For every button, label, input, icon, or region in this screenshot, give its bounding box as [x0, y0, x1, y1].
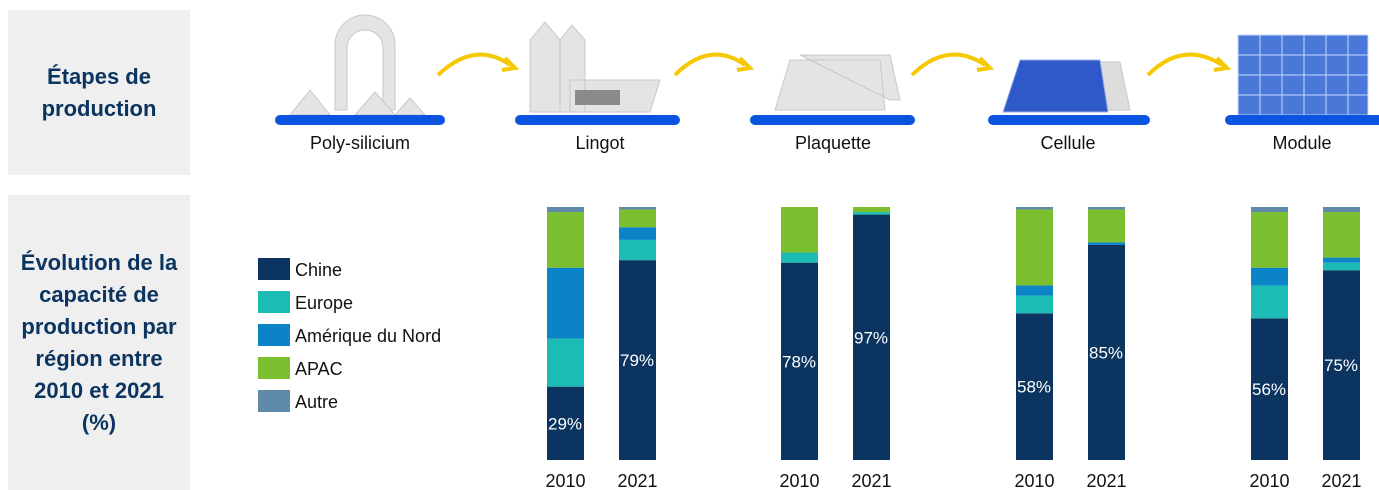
icon: [290, 90, 425, 115]
arrow: [675, 55, 745, 75]
icon: [335, 15, 395, 110]
legend-label: Chine: [295, 260, 342, 280]
x-tick-label: 2021: [617, 471, 657, 490]
bar-segment: [1088, 242, 1125, 245]
chart: Poly-silicium Lingot Plaquette Cellule Modul…: [0, 0, 1379, 490]
bar-segment: [1016, 207, 1053, 210]
bar-segment: [547, 339, 584, 387]
icon: [775, 55, 900, 110]
platform: [1225, 115, 1379, 125]
bar-segment: [781, 253, 818, 263]
legend-swatch: [258, 258, 290, 280]
platform: [750, 115, 915, 125]
bar-segment: [547, 207, 584, 212]
bar-segment: [853, 212, 890, 215]
platform: [988, 115, 1150, 125]
legend-label: Europe: [295, 293, 353, 313]
bar-segment: [547, 212, 584, 268]
arrow: [912, 55, 985, 75]
legend-swatch: [258, 291, 290, 313]
bar-segment: [1088, 207, 1125, 210]
bar-segment: [1251, 268, 1288, 286]
data-label: 75%: [1324, 356, 1358, 375]
bar-segment: [1251, 207, 1288, 212]
stage-label: Lingot: [575, 133, 624, 153]
legend-swatch: [258, 390, 290, 412]
data-label: 97%: [854, 328, 888, 347]
bar-segment: [1016, 296, 1053, 314]
x-tick-label: 2021: [1321, 471, 1361, 490]
bar-segment: [1323, 212, 1360, 258]
stage-label: Plaquette: [795, 133, 871, 153]
legend-swatch: [258, 357, 290, 379]
data-label: 56%: [1252, 380, 1286, 399]
bar-segment: [853, 207, 890, 212]
bar-segment: [1088, 210, 1125, 243]
bar-segment: [619, 240, 656, 260]
data-label: 78%: [782, 352, 816, 371]
data-label: 58%: [1017, 378, 1051, 397]
legend-label: Autre: [295, 392, 338, 412]
legend-label: Amérique du Nord: [295, 326, 441, 346]
platforms: [275, 115, 1379, 125]
x-tick-label: 2010: [1249, 471, 1289, 490]
x-tick-label: 2021: [851, 471, 891, 490]
bar-segment: [1016, 285, 1053, 295]
icon: [1003, 60, 1108, 112]
x-tick-label: 2010: [1014, 471, 1054, 490]
data-label: 29%: [548, 414, 582, 433]
x-tick-label: 2021: [1086, 471, 1126, 490]
bar-segment: [547, 268, 584, 339]
bar-segment: [619, 207, 656, 210]
stage-label: Poly-silicium: [310, 133, 410, 153]
bar-segment: [1251, 212, 1288, 268]
legend-swatch: [258, 324, 290, 346]
bar-segment: [781, 207, 818, 253]
stage-label: Cellule: [1040, 133, 1095, 153]
page: Étapes de production Évolution de la cap…: [0, 0, 1379, 490]
x-tick-label: 2010: [779, 471, 819, 490]
bar-segment: [1016, 210, 1053, 286]
icon: [575, 90, 620, 105]
bar-segment: [1251, 285, 1288, 318]
arrow: [438, 55, 510, 75]
data-label: 85%: [1089, 343, 1123, 362]
data-label: 79%: [620, 351, 654, 370]
bar-segment: [1323, 207, 1360, 212]
bar-segment: [619, 227, 656, 240]
stage-label: Module: [1272, 133, 1331, 153]
bar-segment: [1323, 258, 1360, 263]
x-tick-label: 2010: [545, 471, 585, 490]
platform: [515, 115, 680, 125]
legend-label: APAC: [295, 359, 343, 379]
bar-segment: [1323, 263, 1360, 271]
arrow: [1148, 55, 1222, 75]
platform: [275, 115, 445, 125]
bar-segment: [619, 210, 656, 228]
